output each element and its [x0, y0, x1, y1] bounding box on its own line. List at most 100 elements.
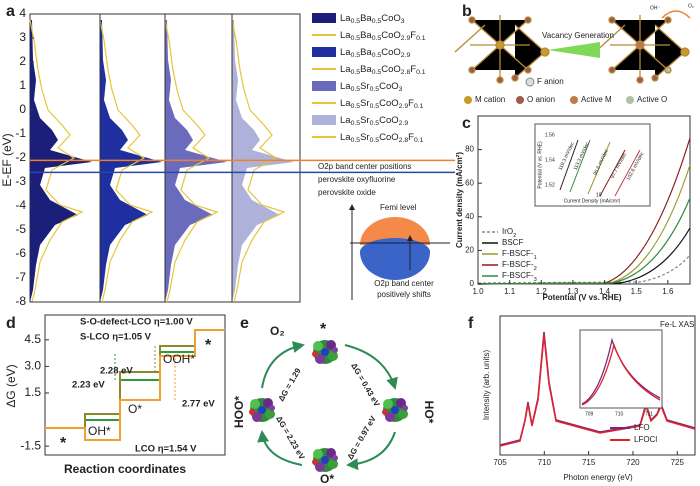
- panel-a: a E-EF (eV) O2p band center positions pe…: [0, 3, 455, 308]
- legend-text: LFO: [634, 423, 650, 432]
- cycle-arrow: [344, 344, 398, 390]
- x-tick-label: 1.5: [631, 287, 643, 296]
- inset-line: [569, 139, 591, 193]
- y-tick-label: 1.5: [24, 385, 41, 399]
- crystal-left: [454, 15, 550, 84]
- plot-frame: [44, 314, 226, 456]
- curve: [477, 254, 691, 284]
- inset-tick: 711: [645, 411, 653, 417]
- crystal-right: [594, 15, 690, 84]
- state-label: O*: [128, 402, 142, 416]
- panel-label: a: [6, 3, 15, 20]
- curve: [477, 227, 691, 285]
- x-tick-label: 725: [671, 458, 685, 467]
- y-tick-label: -3: [15, 174, 26, 188]
- legend-text: IrO2: [502, 227, 516, 238]
- legend-text: perovskite oxide: [318, 188, 376, 197]
- curve: [477, 164, 691, 285]
- plot-title: Fe-L XAS: [660, 320, 694, 329]
- y-axis-label: ΔG (eV): [4, 364, 18, 407]
- state-label: OH*: [88, 424, 111, 438]
- legend-icon: [570, 96, 578, 104]
- panel-b: b Vacancy Generation OH⁻ O₂ F anion M ca…: [454, 3, 694, 104]
- y-tick-label: 1: [19, 78, 26, 92]
- x-tick-label: 1.2: [536, 287, 548, 296]
- x-tick-label: 1.0: [472, 287, 484, 296]
- species-label: O₂: [270, 324, 285, 338]
- dg-label: ΔG = 1.29: [277, 366, 303, 403]
- curve: [477, 137, 691, 285]
- inset-tick: 1.52: [545, 182, 555, 188]
- oer-arrow: [661, 10, 691, 19]
- molecule: [312, 448, 338, 472]
- legend-text: La0.5Sr0.5CoO3: [340, 81, 403, 94]
- y-tick-label: -8: [15, 294, 26, 308]
- y-axis-label: E-EF (eV): [0, 133, 14, 186]
- panel-d: d ΔG (eV) Reaction coordinates S-O-defec…: [4, 314, 226, 476]
- inset-line: [599, 149, 626, 197]
- y-axis-label: Current density (mA/cm²): [455, 152, 464, 248]
- legend-text: La0.5Ba0.5CoO2.8F0.1: [340, 64, 426, 77]
- y-tick-label: -1: [15, 126, 26, 140]
- panel-label: b: [462, 3, 472, 20]
- inset-tick: 1.56: [545, 132, 555, 138]
- legend-text: Active M: [581, 95, 612, 104]
- dg-label: ΔG = 2.23 eV: [274, 414, 306, 461]
- y-tick-label: 2: [19, 54, 26, 68]
- y-tick-label: -5: [15, 222, 26, 236]
- cycle-arrow: [346, 431, 396, 471]
- legend-icon: [516, 96, 524, 104]
- curve: [477, 197, 691, 285]
- inset-frame: [534, 123, 651, 207]
- x-tick-label: 1.4: [599, 287, 611, 296]
- inset-spectrum: [581, 337, 661, 405]
- legend-text: LFOCl: [634, 435, 657, 444]
- legend-swatch: [312, 47, 336, 57]
- legend-text: M cation: [475, 95, 505, 104]
- y-tick-label: 0: [470, 279, 475, 288]
- plot-frame: [499, 315, 696, 456]
- legend-icon: [626, 96, 634, 104]
- x-axis-label: Potential (V vs. RHE): [542, 293, 621, 302]
- inset-tick: 710: [615, 411, 624, 417]
- shift-text: O2p band center: [374, 279, 434, 288]
- legend-icon: [464, 96, 472, 104]
- panel-c: c Current density (mA/cm²) Potential (V …: [455, 115, 691, 302]
- inset-tick: 1.54: [545, 157, 555, 163]
- molecule: [249, 398, 275, 422]
- species-label: *: [320, 321, 327, 338]
- legend-text: La0.5Ba0.5CoO2.9: [340, 47, 410, 60]
- series-label: LCO η=1.54 V: [135, 444, 197, 455]
- vacancy-arrow: [548, 42, 600, 58]
- legend-text: La0.5Sr0.5CoO2.8F0.1: [340, 132, 424, 145]
- y-tick-label: 80: [465, 145, 474, 154]
- panel-f: f Intensity (arb. units) Photon energy (…: [468, 315, 696, 482]
- y-axis-label: Intensity (arb. units): [482, 350, 491, 421]
- inset-x-label: Current Density (mA/cm²): [564, 198, 621, 204]
- oh-text: OH⁻: [650, 5, 661, 11]
- y-tick-label: 40: [465, 212, 474, 221]
- shift-text: positively shifts: [377, 290, 431, 299]
- band-bottom: [360, 238, 430, 280]
- inset-line: [559, 139, 579, 191]
- y-tick-label: -4: [15, 198, 26, 212]
- species-label: HO*: [422, 401, 436, 424]
- x-tick-label: 1.1: [504, 287, 516, 296]
- inset-tick: 10: [596, 192, 602, 198]
- legend-text: F-BSCF-2: [502, 260, 537, 271]
- gap-label: 2.77 eV: [182, 399, 215, 410]
- x-tick-label: 1.3: [567, 287, 579, 296]
- panel-label: c: [462, 115, 471, 132]
- legend-text: F-BSCF-1: [502, 249, 537, 260]
- legend-text: O2p band center positions: [318, 162, 411, 171]
- y-tick-label: 0: [19, 102, 26, 116]
- y-tick-label: 3.0: [24, 359, 41, 373]
- legend-swatch: [312, 81, 336, 91]
- x-tick-label: 710: [538, 458, 552, 467]
- y-tick-label: -7: [15, 270, 26, 284]
- panel-label: e: [240, 315, 249, 332]
- legend-text: perovskite oxyfluorine: [318, 175, 396, 184]
- y-tick-label: -1.5: [20, 438, 41, 452]
- x-axis-label: Reaction coordinates: [64, 462, 186, 476]
- vacancy-text: Vacancy Generation: [542, 31, 614, 40]
